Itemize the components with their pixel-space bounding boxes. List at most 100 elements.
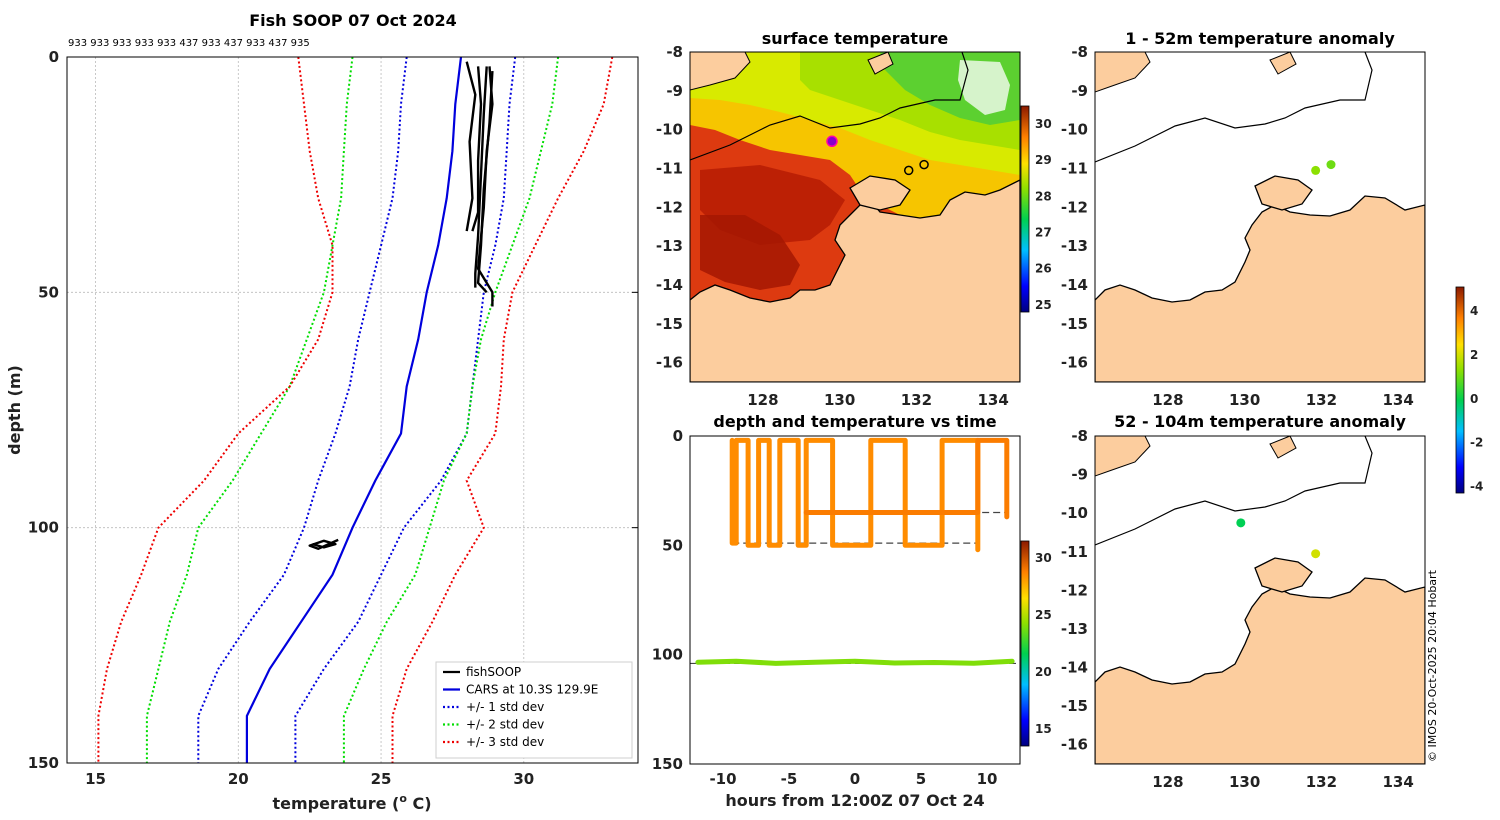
sst-map-panel: surface temperature 128 130 132 134 -8 -9 -10… [656,29,1052,409]
anomaly-point [1311,549,1321,559]
map-y-tick-label: -11 [1061,543,1088,561]
map-x-tick-label: 134 [1382,773,1413,791]
map-x-tick-label: 130 [1229,773,1260,791]
profile-axes-box [66,56,639,764]
anomaly-deep-map [1095,436,1425,764]
map-y-tick-label: -15 [1061,697,1088,715]
map-y-tick-label: -14 [1061,659,1088,677]
map-y-tick-label: -11 [1061,159,1088,177]
timeseries-reference-depths [690,511,1020,665]
profile-series-line [342,56,560,763]
anomaly-colorbar [1455,286,1465,494]
fishsoop-profile-line [308,538,339,550]
timeseries-colorbar-ticks: 15 20 25 30 [1035,551,1052,736]
timeseries-track-line [729,437,981,553]
timeseries-colorbar-tick-label: 20 [1035,665,1052,679]
timeseries-colorbar-tick-label: 15 [1035,722,1052,736]
legend-label: fishSOOP [466,665,521,679]
map-y-tick-label: -10 [1061,504,1088,522]
profile-x-tick-label: 15 [85,770,106,788]
timeseries-x-tick-label: 5 [916,770,926,788]
profile-x-tick-label: 20 [228,770,249,788]
anomaly-shallow-x-ticks: 128 130 132 134 [1152,391,1414,409]
map-y-tick-label: -16 [1061,354,1088,372]
timeseries-x-ticks: -10 -5 0 5 10 [709,770,997,788]
anomaly-shallow-map [1095,52,1425,382]
anomaly-shallow-y-ticks: -8 -9 -10 -11 -12 -13 -14 -15 -16 [1061,43,1088,372]
timeseries-y-tick-label: 0 [673,427,683,445]
sst-colorbar-tick-label: 30 [1035,117,1052,131]
anomaly-shallow-title: 1 - 52m temperature anomaly [1125,29,1395,48]
map-y-tick-label: -10 [656,121,683,139]
sst-colorbar-ticks: 25 26 27 28 29 30 [1035,117,1052,312]
fishsoop-profile-line [474,66,488,288]
profile-id-strip: 933 933 933 933 933 437 933 437 933 437 … [68,38,310,49]
profile-y-tick-label: 50 [38,283,59,301]
timeseries-panel: depth and temperature vs time -10 -5 0 5 10 … [652,412,1052,810]
profile-legend: fishSOOP CARS at 10.3S 129.9E +/- 1 std de… [435,661,633,759]
map-y-tick-label: -11 [656,159,683,177]
map-y-tick-label: -9 [1071,466,1088,484]
map-y-tick-label: -14 [656,276,683,294]
anomaly-shallow-points [1311,160,1336,175]
sst-observation-ring [919,159,929,170]
anomaly-shallow-panel: 1 - 52m temperature anomaly 128 130 132 134… [1061,29,1426,409]
anomaly-colorbar-group: 4 2 0 -2 -4 [1455,286,1483,494]
map-y-tick-label: -10 [1061,121,1088,139]
anomaly-colorbar-tick-label: -4 [1470,479,1483,493]
anomaly-deep-x-ticks: 128 130 132 134 [1152,773,1414,791]
map-y-tick-label: -9 [1071,82,1088,100]
map-y-tick-label: -12 [1061,581,1088,599]
anomaly-shallow-axes-box [1094,51,1426,383]
map-x-tick-label: 130 [1229,391,1260,409]
sst-colorbar-tick-label: 28 [1035,189,1052,203]
legend-label: +/- 1 std dev [466,700,544,714]
profile-grid [67,56,638,764]
anomaly-colorbar-tick-label: -2 [1470,436,1483,450]
profile-x-tick-label: 25 [371,770,392,788]
profile-panel: Fish SOOP 07 Oct 2024 933 933 933 933 93… [5,11,639,813]
sst-observation-ring [903,165,914,176]
map-x-tick-label: 132 [1306,773,1337,791]
timeseries-y-tick-label: 100 [652,646,683,664]
anomaly-deep-y-ticks: -8 -9 -10 -11 -12 -13 -14 -15 -16 [1061,427,1088,754]
map-y-tick-label: -9 [666,82,683,100]
timeseries-track-line [803,437,1010,520]
sst-colorbar-tick-label: 25 [1035,298,1052,312]
profile-x-ticks: 15 20 25 30 [85,770,534,788]
sst-observation-marker [826,135,838,148]
sst-colorbar [1020,105,1030,313]
timeseries-y-tick-label: 50 [662,536,683,554]
fishsoop-profile-line [476,71,494,294]
timeseries-x-tick-label: -5 [781,770,798,788]
timeseries-title: depth and temperature vs time [713,412,996,431]
profile-x-label: temperature (o C) [272,792,431,813]
map-y-tick-label: -15 [656,315,683,333]
profile-series-line [97,56,334,763]
fishsoop-profile-line [471,66,483,232]
anomaly-colorbar-tick-label: 0 [1470,392,1478,406]
timeseries-x-tick-label: 10 [977,770,998,788]
sst-field [690,52,1020,382]
profile-series-line [391,56,614,763]
anomaly-deep-points [1236,518,1321,559]
timeseries-track-line [695,658,1015,666]
timeseries-y-ticks: 0 50 100 150 [652,427,683,773]
map-x-tick-label: 134 [1382,391,1413,409]
profile-y-label: depth (m) [5,365,24,455]
map-x-tick-label: 128 [747,391,778,409]
profile-y-tick-label: 0 [49,48,59,66]
sst-colorbar-tick-label: 27 [1035,225,1052,239]
legend-box [435,661,633,759]
map-y-tick-label: -13 [656,237,683,255]
profile-series-line [197,56,408,763]
anomaly-deep-axes-box [1094,435,1426,765]
sst-x-ticks: 128 130 132 134 [747,391,1009,409]
anomaly-point [1236,518,1246,528]
profile-series-line [145,56,354,763]
anomaly-colorbar-ticks: 4 2 0 -2 -4 [1470,304,1483,493]
map-x-tick-label: 132 [1306,391,1337,409]
timeseries-tracks [695,437,1015,666]
anomaly-point [1311,165,1321,175]
